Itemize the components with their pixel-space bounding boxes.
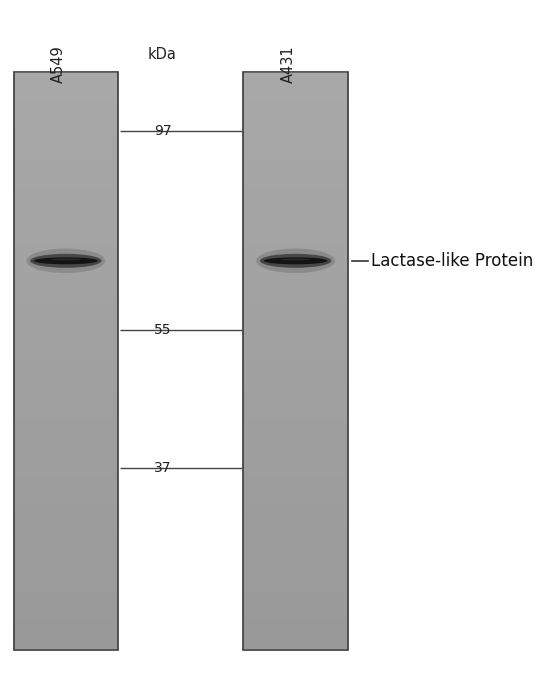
Bar [14,419,117,448]
Text: kDa: kDa [148,47,177,62]
Bar [14,534,117,563]
Bar [245,101,347,130]
Bar [245,448,347,477]
Bar [14,159,117,187]
Bar [14,390,117,419]
Ellipse shape [30,254,102,268]
Bar [14,72,117,101]
Bar [14,332,117,361]
Bar [14,187,117,216]
Bar [245,390,347,419]
Bar [245,216,347,245]
Ellipse shape [260,254,331,268]
Bar [245,130,347,159]
Bar [245,361,347,390]
Bar [245,477,347,506]
Ellipse shape [51,258,81,261]
Bar [14,72,118,650]
Bar [14,506,117,534]
Text: A431: A431 [280,45,296,83]
Text: Lactase-like Protein: Lactase-like Protein [370,252,533,269]
Bar [14,448,117,477]
Bar [245,303,347,332]
Bar [245,621,347,650]
Bar [245,187,347,216]
Bar [243,72,348,650]
Bar [14,216,117,245]
Bar [245,332,347,361]
Ellipse shape [34,257,98,264]
Ellipse shape [280,258,311,261]
Bar [245,274,347,303]
Bar [14,245,117,274]
Ellipse shape [264,257,327,264]
Bar [14,592,117,621]
Ellipse shape [256,249,335,273]
Bar [245,592,347,621]
Bar [14,361,117,390]
Bar [245,506,347,534]
Bar [14,101,117,130]
Text: A549: A549 [51,45,66,83]
Bar [245,534,347,563]
Bar [14,477,117,506]
Ellipse shape [26,249,105,273]
Bar [14,621,117,650]
Text: 97: 97 [153,124,171,138]
Text: 55: 55 [154,323,171,337]
Bar [245,419,347,448]
Bar [245,563,347,592]
Bar [245,159,347,187]
Bar [14,563,117,592]
Bar [14,130,117,159]
Bar [245,72,347,101]
Bar [14,303,117,332]
Bar [14,274,117,303]
Text: 37: 37 [154,462,171,475]
Bar [245,245,347,274]
